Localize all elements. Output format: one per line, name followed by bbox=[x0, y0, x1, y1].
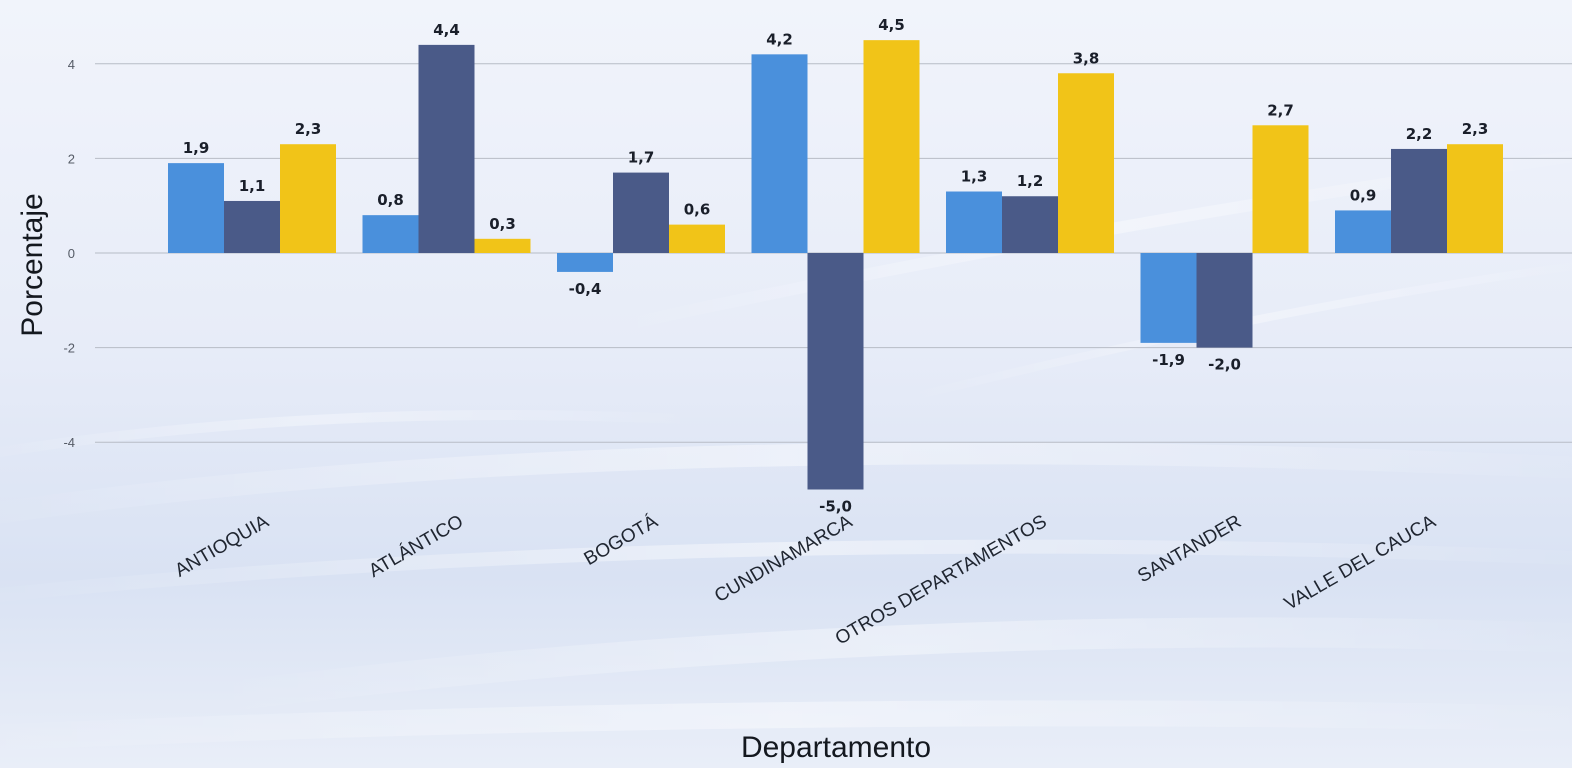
data-label: -1,9 bbox=[1152, 351, 1185, 369]
bar bbox=[168, 163, 224, 253]
data-label: 1,2 bbox=[1017, 172, 1044, 190]
bar bbox=[613, 172, 669, 253]
category-label: VALLE DEL CAUCA bbox=[1281, 511, 1440, 615]
category-label: ATLÁNTICO bbox=[365, 511, 467, 582]
y-tick-label: -2 bbox=[63, 341, 75, 356]
bar bbox=[751, 54, 808, 254]
data-label: 0,6 bbox=[684, 201, 711, 219]
bar bbox=[1058, 73, 1114, 253]
data-label: 1,3 bbox=[961, 168, 988, 186]
data-label: 4,2 bbox=[766, 30, 793, 48]
bar bbox=[1196, 253, 1253, 348]
bar bbox=[863, 40, 920, 254]
data-label: 4,4 bbox=[433, 21, 460, 39]
data-label: 2,2 bbox=[1406, 125, 1433, 143]
bar bbox=[474, 238, 531, 253]
bar bbox=[1140, 253, 1197, 343]
bar bbox=[224, 200, 280, 253]
data-label: 2,3 bbox=[295, 120, 322, 138]
data-label: 0,3 bbox=[489, 215, 516, 233]
data-label: -2,0 bbox=[1208, 356, 1241, 374]
data-label: 3,8 bbox=[1073, 49, 1100, 67]
data-labels: 1,9 1,1 2,3 0,8 4,4 0,3 -0,4 1,7 0,6 4,2 -5,0 4,5 1,… bbox=[183, 16, 1489, 515]
bar bbox=[418, 44, 475, 253]
data-label: 0,8 bbox=[377, 191, 404, 209]
category-label: CUNDINAMARCA bbox=[711, 511, 856, 607]
bar bbox=[280, 144, 336, 253]
data-label: -5,0 bbox=[819, 498, 852, 516]
data-label: 0,9 bbox=[1350, 186, 1377, 204]
data-label: -0,4 bbox=[569, 280, 602, 298]
y-tick-label: -4 bbox=[63, 435, 75, 450]
bars bbox=[168, 40, 1503, 490]
bar bbox=[557, 253, 613, 272]
category-label: BOGOTÁ bbox=[581, 511, 662, 570]
data-label: 1,7 bbox=[628, 149, 655, 167]
y-tick-label: 4 bbox=[68, 57, 75, 72]
bar bbox=[1335, 210, 1391, 253]
bar bbox=[1391, 148, 1447, 253]
bar bbox=[362, 215, 419, 253]
data-label: 1,9 bbox=[183, 139, 210, 157]
y-tick-label: 2 bbox=[68, 151, 75, 166]
bar bbox=[669, 224, 725, 253]
y-tick-label: 0 bbox=[68, 246, 75, 261]
data-label: 1,1 bbox=[239, 177, 266, 195]
data-label: 4,5 bbox=[878, 16, 905, 34]
data-label: 2,7 bbox=[1267, 101, 1294, 119]
bar bbox=[1002, 196, 1058, 253]
y-axis-ticks: 4 2 0 -2 -4 bbox=[63, 57, 75, 450]
bar bbox=[807, 253, 864, 490]
x-axis-title: Departamento bbox=[741, 731, 931, 764]
data-label: 2,3 bbox=[1462, 120, 1489, 138]
bar bbox=[946, 191, 1002, 253]
bar bbox=[1447, 144, 1503, 253]
y-axis-title: Porcentaje bbox=[16, 193, 49, 336]
bar bbox=[1252, 125, 1309, 253]
